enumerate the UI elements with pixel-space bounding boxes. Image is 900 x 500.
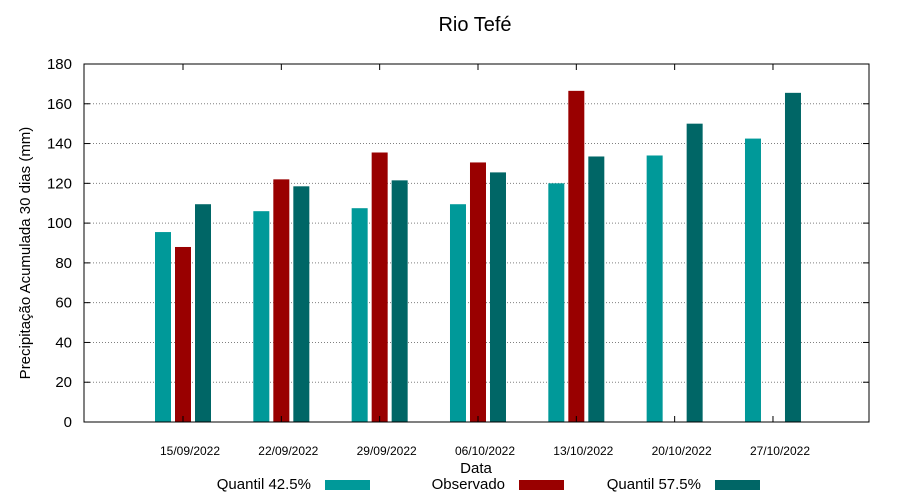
y-tick-label: 120: [47, 175, 72, 192]
bar-2-2: [273, 179, 290, 422]
x-tick-label: 06/10/2022: [455, 444, 515, 458]
y-tick-label: 20: [55, 374, 72, 391]
bar-2-3: [371, 152, 388, 422]
legend-swatch: [519, 480, 564, 490]
y-axis-ticks: 0 20 40 60 80 100 120 140 160 180: [47, 56, 869, 431]
bar-3-1: [195, 204, 211, 422]
legend-swatch: [325, 480, 370, 490]
y-tick-label: 60: [55, 295, 72, 312]
gridlines: [84, 103, 869, 383]
chart-title: Rio Tefé: [438, 14, 511, 36]
y-tick-label: 0: [64, 414, 72, 431]
x-tick-label: 22/09/2022: [258, 444, 318, 458]
bar-2-1: [175, 246, 191, 422]
bar-2-5: [568, 90, 585, 422]
y-axis-label: Precipitação Acumulada 30 dias (mm): [17, 127, 34, 380]
bar-1-7: [744, 138, 761, 423]
bar-1-4: [449, 204, 466, 422]
x-axis-label: Data: [460, 460, 492, 477]
bar-1-6: [646, 155, 663, 422]
bar-3-4: [489, 172, 506, 422]
x-tick-label: 29/09/2022: [357, 444, 417, 458]
bar-3-7: [784, 92, 801, 422]
bar-3-2: [293, 186, 310, 422]
bar-2-4: [469, 162, 486, 422]
y-tick-label: 40: [55, 334, 72, 351]
bar-1-3: [351, 208, 368, 422]
x-tick-label: 13/10/2022: [553, 444, 613, 458]
x-axis-ticks: 15/09/2022 22/09/2022 29/09/2022 06/10/2022…: [160, 64, 810, 458]
y-tick-label: 180: [47, 56, 72, 73]
bar-1-2: [253, 211, 270, 422]
legend: Quantil 42.5% Observado Quantil 57.5%: [217, 476, 760, 493]
y-tick-label: 100: [47, 215, 72, 232]
bar-1-1: [155, 232, 171, 422]
plot-frame: [83, 63, 870, 423]
x-tick-label: 15/09/2022: [160, 444, 220, 458]
legend-label: Observado: [432, 476, 505, 493]
y-tick-label: 80: [55, 255, 72, 272]
y-tick-label: 140: [47, 136, 72, 153]
x-tick-label: 27/10/2022: [750, 444, 810, 458]
bar-3-3: [391, 180, 408, 422]
legend-label: Quantil 42.5%: [217, 476, 311, 493]
bar-1-5: [548, 183, 565, 422]
y-tick-label: 160: [47, 96, 72, 113]
bars: [155, 90, 801, 423]
legend-label: Quantil 57.5%: [607, 476, 701, 493]
x-tick-label: 20/10/2022: [652, 444, 712, 458]
legend-swatch: [715, 480, 760, 490]
bar-3-6: [686, 123, 703, 423]
bar-3-5: [588, 156, 605, 422]
